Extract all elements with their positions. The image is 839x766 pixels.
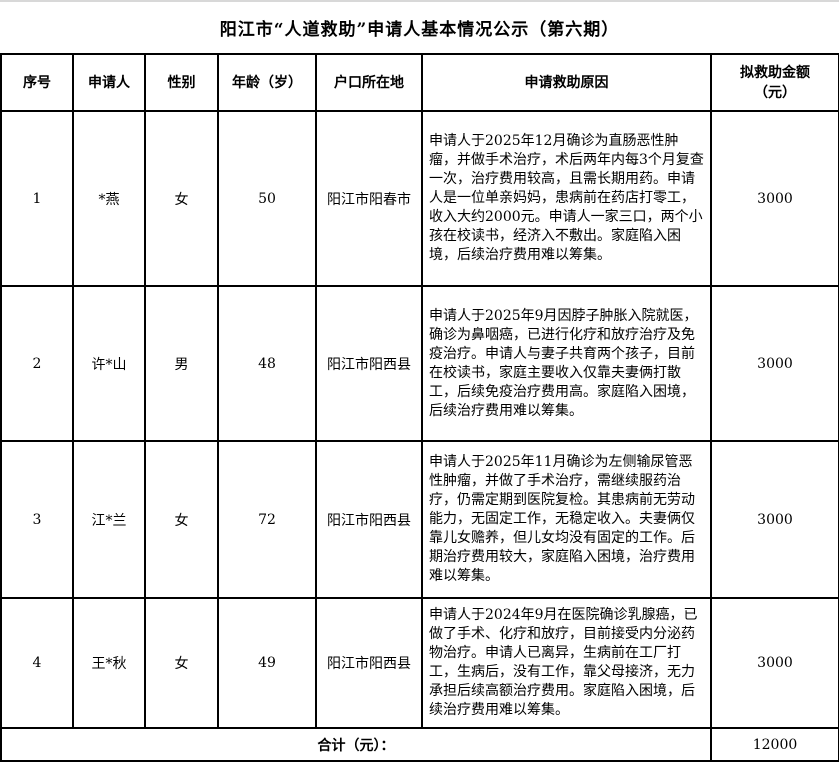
cell-amount: 3000 <box>710 110 839 287</box>
table-row: 3 江*兰 女 72 阳江市阳西县 申请人于2025年11月确诊为左侧输尿管恶性… <box>0 440 839 599</box>
cell-name: 许*山 <box>72 285 146 442</box>
cell-amount: 3000 <box>710 597 839 729</box>
cell-location: 阳江市阳西县 <box>315 597 423 729</box>
col-header-no: 序号 <box>0 53 74 112</box>
cell-reason: 申请人于2025年11月确诊为左侧输尿管恶性肿瘤，并做了手术治疗，需继续服药治疗… <box>421 440 712 599</box>
col-header-location: 户口所在地 <box>315 53 423 112</box>
cell-gender: 女 <box>144 110 219 287</box>
cell-location: 阳江市阳西县 <box>315 285 423 442</box>
cell-gender: 男 <box>144 285 219 442</box>
total-amount: 12000 <box>710 727 839 762</box>
cell-no: 2 <box>0 285 74 442</box>
cell-amount: 3000 <box>710 285 839 442</box>
cell-no: 1 <box>0 110 74 287</box>
cell-age: 72 <box>217 440 317 599</box>
cell-name: 王*秋 <box>72 597 146 729</box>
cell-age: 50 <box>217 110 317 287</box>
col-header-amount: 拟救助金额 （元） <box>710 53 839 112</box>
cell-reason: 申请人于2025年12月确诊为直肠恶性肿瘤，并做手术治疗，术后两年内每3个月复查… <box>421 110 712 287</box>
cell-no: 4 <box>0 597 74 729</box>
cell-location: 阳江市阳春市 <box>315 110 423 287</box>
page-title: 阳江市“人道救助”申请人基本情况公示（第六期） <box>219 20 620 40</box>
table-row: 1 *燕 女 50 阳江市阳春市 申请人于2025年12月确诊为直肠恶性肿瘤，并… <box>0 110 839 287</box>
table-body: 1 *燕 女 50 阳江市阳春市 申请人于2025年12月确诊为直肠恶性肿瘤，并… <box>0 110 839 729</box>
col-header-name: 申请人 <box>72 53 146 112</box>
col-header-gender: 性别 <box>144 53 219 112</box>
cell-age: 49 <box>217 597 317 729</box>
table-row: 2 许*山 男 48 阳江市阳西县 申请人于2025年9月因脖子肿胀入院就医，确… <box>0 285 839 442</box>
cell-reason: 申请人于2025年9月因脖子肿胀入院就医，确诊为鼻咽癌，已进行化疗和放疗治疗及免… <box>421 285 712 442</box>
cell-location: 阳江市阳西县 <box>315 440 423 599</box>
cell-name: *燕 <box>72 110 146 287</box>
table-row: 4 王*秋 女 49 阳江市阳西县 申请人于2024年9月在医院确诊乳腺癌，已做… <box>0 597 839 729</box>
cell-reason: 申请人于2024年9月在医院确诊乳腺癌，已做了手术、化疗和放疗，目前接受内分泌药… <box>421 597 712 729</box>
cell-amount: 3000 <box>710 440 839 599</box>
cell-gender: 女 <box>144 440 219 599</box>
col-header-reason: 申请救助原因 <box>421 53 712 112</box>
col-header-age: 年龄（岁） <box>217 53 317 112</box>
total-label: 合计（元）： <box>0 727 712 762</box>
cell-name: 江*兰 <box>72 440 146 599</box>
table-footer-row: 合计（元）： 12000 <box>0 727 839 762</box>
table-header-row: 序号 申请人 性别 年龄（岁） 户口所在地 申请救助原因 拟救助金额 （元） <box>0 53 839 112</box>
cell-gender: 女 <box>144 597 219 729</box>
cell-no: 3 <box>0 440 74 599</box>
applicants-table: 序号 申请人 性别 年龄（岁） 户口所在地 申请救助原因 拟救助金额 （元） 1… <box>0 53 839 762</box>
cell-age: 48 <box>217 285 317 442</box>
